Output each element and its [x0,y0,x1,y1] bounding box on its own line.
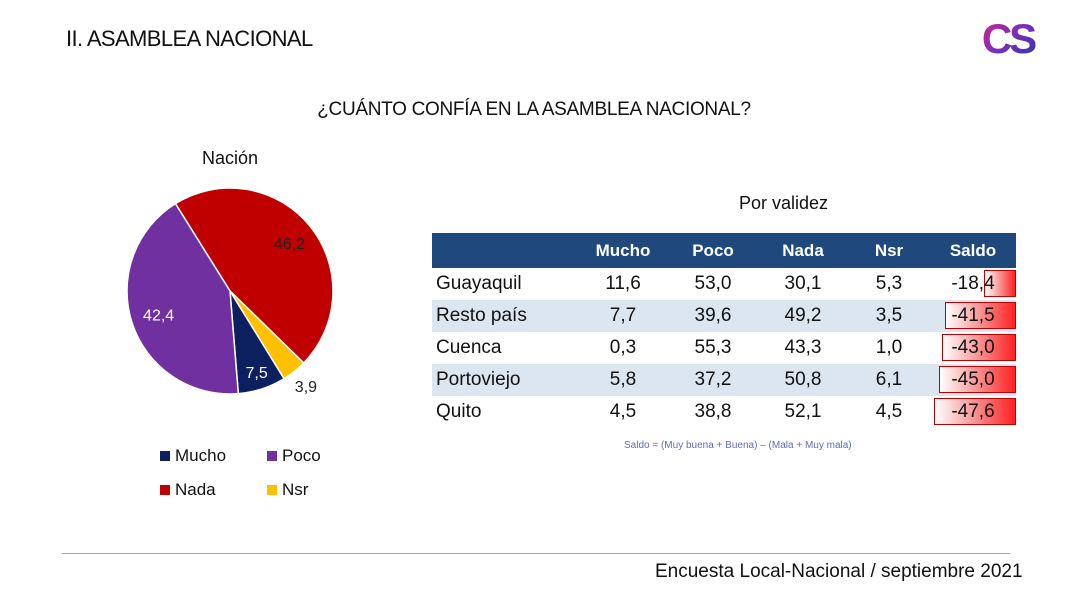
cell-city: Cuenca [436,337,502,358]
cell-city: Guayaquil [436,273,522,294]
pie-slice-poco [126,202,240,395]
cell-nada: 52,1 [784,401,822,422]
legend-label-nada: Nada [175,480,216,499]
legend-swatch-nsr [267,485,277,495]
cell-nada: 43,3 [784,337,822,358]
pie-title: Nación [202,148,259,168]
saldo-bar [938,366,1016,393]
cell-city: Resto país [432,300,578,332]
footer-text: Encuesta Local-Nacional / septiembre 202… [655,561,1023,582]
footer-divider [62,553,1010,554]
table-row: Portoviejo 5,8 37,2 50,8 6,1 -45,0 [432,364,1016,396]
cell-city: Portoviejo [432,364,578,396]
saldo-bar [942,334,1016,361]
cell-mucho: 7,7 [578,300,668,332]
table-row: Resto país 7,7 39,6 49,2 3,5 -41,5 [432,300,1016,332]
header-poco: Poco [668,233,758,268]
table-caption: Por validez [739,193,829,213]
saldo-footnote: Saldo = (Muy buena + Buena) – (Mala + Mu… [624,440,852,451]
pie-label-nada: 46,2 [274,236,305,253]
cell-mucho: 5,8 [578,364,668,396]
pie-label-nsr: 3,9 [295,379,317,396]
saldo-value: -47,6 [951,401,995,422]
cell-saldo: -47,6 [930,396,1016,428]
cell-nsr: 1,0 [875,337,903,358]
cell-nada: 49,2 [758,300,848,332]
cell-nsr: 4,5 [875,401,903,422]
cell-poco: 55,3 [694,337,732,358]
saldo-bar [984,270,1016,297]
table-row: Cuenca 0,3 55,3 43,3 1,0 -43,0 [432,332,1016,364]
legend-item-poco: Poco [267,446,321,466]
cell-city: Quito [436,401,482,422]
header-saldo: Saldo [930,233,1016,268]
cell-nsr: 6,1 [848,364,930,396]
saldo-value: -18,4 [951,273,995,294]
cell-poco: 53,0 [694,273,732,294]
cell-saldo: -43,0 [930,332,1016,364]
legend-swatch-nada [160,485,170,495]
saldo-bar [944,302,1016,329]
pie-slice-nada [174,187,334,365]
cell-nada: 30,1 [784,273,822,294]
table-header-row: Mucho Poco Nada Nsr Saldo [432,233,1016,268]
results-table: Mucho Poco Nada Nsr Saldo Guayaquil 11,6… [432,233,1016,428]
cell-mucho: 11,6 [605,273,641,294]
logo-text: CS [982,16,1036,60]
table-row: Quito 4,5 38,8 52,1 4,5 -47,6 [432,396,1016,428]
pie-chart: 46,2 3,9 7,5 42,4 [126,187,334,396]
pie-label-mucho: 7,5 [245,365,267,382]
cell-nada: 50,8 [758,364,848,396]
cell-saldo: -18,4 [930,268,1016,300]
cell-nsr: 5,3 [875,273,903,294]
cell-poco: 37,2 [668,364,758,396]
saldo-value: -41,5 [951,305,995,326]
cell-mucho: 0,3 [609,337,637,358]
legend-item-nsr: Nsr [267,480,308,500]
header-mucho: Mucho [578,233,668,268]
saldo-value: -43,0 [951,337,995,358]
section-title: II. ASAMBLEA NACIONAL [66,26,313,51]
saldo-bar [934,398,1016,425]
cell-poco: 39,6 [668,300,758,332]
cell-nsr: 3,5 [848,300,930,332]
cell-saldo: -45,0 [930,364,1016,396]
cell-mucho: 4,5 [609,401,637,422]
legend-swatch-poco [267,451,277,461]
legend-label-poco: Poco [282,446,321,465]
cs-logo: CS [982,16,1039,60]
chart-question: ¿CUÁNTO CONFÍA EN LA ASAMBLEA NACIONAL? [317,99,751,120]
header-nada: Nada [758,233,848,268]
pie-label-poco: 42,4 [143,308,174,325]
cell-poco: 38,8 [694,401,732,422]
legend-item-mucho: Mucho [160,446,226,466]
header-nsr: Nsr [848,233,930,268]
header-blank [432,233,578,268]
cell-saldo: -41,5 [930,300,1016,332]
table-row: Guayaquil 11,6 53,0 30,1 5,3 -18,4 [432,268,1016,300]
legend-label-nsr: Nsr [282,480,309,499]
legend-swatch-mucho [160,451,170,461]
legend-label-mucho: Mucho [175,446,227,465]
saldo-value: -45,0 [951,369,995,390]
legend-item-nada: Nada [160,480,216,500]
